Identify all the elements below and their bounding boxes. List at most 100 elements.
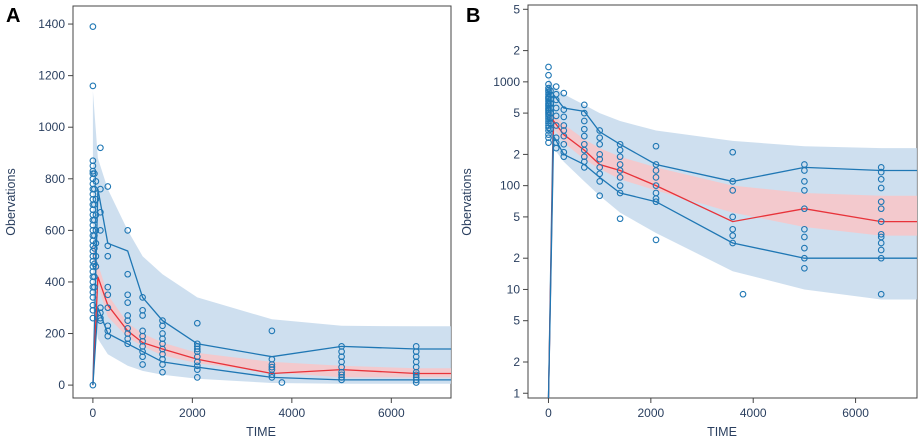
- panel-b-data-point: [801, 187, 808, 194]
- panel-b-data-point: [580, 153, 588, 161]
- panel-b-data-point: [596, 178, 604, 185]
- panel-a-x-tick-label: 2000: [179, 406, 206, 420]
- panel-a-data-point: [268, 374, 276, 381]
- panel-b-series-line-0: [547, 92, 917, 398]
- panel-b-data-point: [652, 167, 660, 174]
- panel-b-plot-content: [545, 63, 917, 398]
- panel-b-data-point: [801, 225, 808, 233]
- panel-b-y-tick-label: 2: [513, 355, 520, 369]
- panel-b-data-point: [580, 146, 588, 154]
- panel-b-data-point: [560, 113, 568, 121]
- panel-b-data-point: [801, 167, 808, 174]
- panel-a-data-point: [338, 374, 345, 381]
- panel-a-data-point: [124, 317, 132, 324]
- panel-a-x-axis-title: TIME: [246, 425, 276, 439]
- panel-b-data-point: [580, 101, 588, 109]
- panel-a-data-point: [89, 306, 97, 314]
- panel-b-y-tick-label: 5: [513, 210, 520, 224]
- panel-b-data-point: [580, 125, 588, 133]
- panel-b-data-point: [729, 225, 737, 233]
- panel-a-data-point: [124, 227, 132, 234]
- panel-b-data-point: [560, 122, 568, 129]
- panel-b-data-point: [652, 236, 660, 244]
- panel-a-data-point: [89, 314, 97, 322]
- panel-b-x-tick-label: 4000: [740, 406, 767, 420]
- panel-a-data-point: [124, 340, 132, 348]
- panel-b-x-tick-label: 0: [545, 406, 552, 420]
- panel-b-series-line-2: [547, 133, 917, 398]
- panel-a-y-tick-label: 400: [45, 275, 65, 289]
- panel-b-data-point: [801, 244, 808, 252]
- panel-b-y-tick-label: 10: [507, 282, 521, 296]
- panel-b-data-point: [547, 125, 554, 133]
- panel-a-data-point: [268, 327, 276, 335]
- panel-a-data-point: [139, 353, 146, 361]
- panel-b-data-point: [729, 178, 737, 185]
- panel-b-x-tick-label: 6000: [842, 406, 869, 420]
- panel-b-data-point: [616, 146, 624, 154]
- panel-b-data-point: [877, 205, 885, 213]
- panel-a-data-point: [139, 361, 146, 368]
- panel-b-data-point: [652, 195, 660, 202]
- panel-b-y-tick-label: 100: [500, 179, 520, 193]
- panel-b-data-point: [877, 254, 885, 262]
- panel-b-data-point: [560, 132, 568, 140]
- panel-b-y-tick-label: 5: [513, 2, 520, 16]
- panel-b-data-point: [877, 290, 885, 298]
- panel-b-data-point: [560, 140, 568, 148]
- panel-a-data-point: [92, 227, 100, 234]
- panel-b-x-tick-label: 2000: [637, 406, 664, 420]
- panel-b-data-point: [729, 148, 737, 156]
- panel-a-letter: A: [6, 5, 20, 27]
- panel-a-data-point: [193, 366, 201, 373]
- panel-a-data-point: [89, 294, 97, 301]
- panel-a-data-point: [104, 304, 112, 312]
- panel-a-data-point: [412, 376, 420, 384]
- panel-b-y-tick-label: 5: [513, 314, 520, 328]
- panel-a-data-point: [124, 270, 132, 278]
- panel-b-data-point: [547, 109, 554, 117]
- panel-b-data-point: [801, 254, 808, 262]
- panel-b-y-tick-label: 2: [513, 44, 520, 58]
- panel-a-data-point: [124, 299, 132, 306]
- panel-b-data-point: [596, 134, 604, 142]
- panel-a-data-point: [193, 374, 201, 381]
- panel-a-data-point: [92, 252, 100, 260]
- panel-a-data-point: [92, 263, 100, 270]
- panel-b-data-point: [545, 71, 552, 79]
- panel-b-data-point: [652, 174, 660, 181]
- panel-b-y-tick-label: 2: [513, 251, 520, 265]
- panel-b-data-point: [729, 213, 737, 221]
- panel-b-data-point: [801, 178, 808, 185]
- panel-b-data-point: [729, 239, 737, 247]
- panel-a-data-point: [97, 314, 104, 322]
- panel-a-data-point: [91, 170, 98, 177]
- panel-b-data-point: [616, 174, 624, 181]
- panel-a-data-point: [268, 371, 276, 379]
- panel-b-data-point: [580, 109, 588, 117]
- panel-b-data-point: [616, 182, 624, 189]
- panel-a-data-point: [104, 332, 112, 340]
- panel-b-data-point: [596, 140, 604, 148]
- panel-b-x-axis-title: TIME: [707, 425, 737, 439]
- panel-b-data-point: [580, 132, 588, 140]
- panel-a-y-tick-label: 1000: [38, 120, 65, 134]
- panel-b-data-point: [596, 127, 604, 134]
- panel-a-data-point: [412, 379, 420, 386]
- panel-a-data-point: [193, 345, 201, 353]
- panel-a-x-tick-label: 4000: [278, 406, 305, 420]
- panel-b-data-point: [552, 144, 560, 152]
- panel-a-data-point: [193, 319, 201, 327]
- panel-a-data-point: [97, 208, 104, 216]
- panel-a-data-point: [91, 283, 98, 291]
- panel-b-data-point: [545, 134, 552, 142]
- panel-a-data-point: [278, 379, 286, 386]
- panel-a-series-line-1: [92, 276, 451, 386]
- panel-b-data-point: [729, 187, 737, 194]
- panel-a-data-point: [89, 381, 97, 389]
- panel-b-data-point: [877, 175, 885, 183]
- panel-b-data-point: [552, 96, 560, 104]
- panel-a-data-point: [97, 317, 104, 324]
- panel-b-data-point: [616, 153, 624, 161]
